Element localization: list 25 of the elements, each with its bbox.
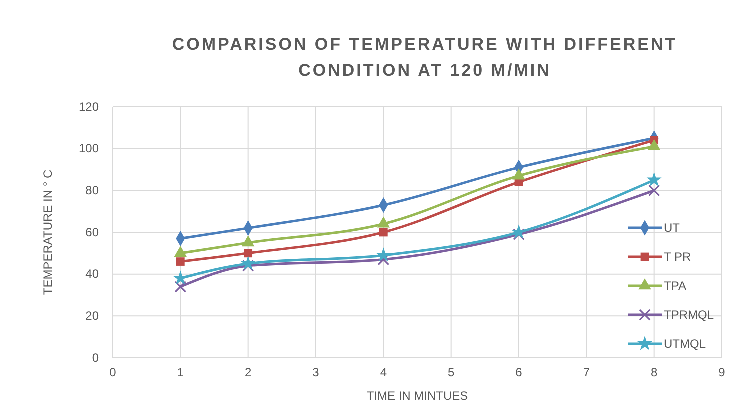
x-tick-label: 5 [448,366,455,380]
legend-label: TPRMQL [664,308,714,322]
legend-label: UTMQL [664,337,706,351]
y-tick-label: 120 [78,100,100,114]
x-tick-label: 2 [244,366,252,380]
x-tick-label: 0 [110,366,117,380]
chart-title: COMPARISON OF TEMPERATURE WITH DIFFERENT CONDITION AT 120 M/MIN [172,35,678,80]
x-tick-label: 1 [177,366,184,380]
x-axis-title: TIME IN MINTUES [366,389,468,403]
y-tick-label: 100 [78,142,100,156]
x-tick-label: 8 [650,366,658,380]
x-tick-label: 7 [583,366,590,380]
x-tick-label: 3 [312,366,320,380]
y-tick-label: 80 [86,184,100,198]
legend-label: T PR [664,250,692,264]
y-tick-label: 0 [92,350,100,365]
x-tick-label: 4 [380,366,388,380]
y-axis-title: TEMPERATURE IN ° C [41,170,55,296]
y-tick-label: 40 [86,267,100,282]
legend-label: TPA [664,279,686,293]
y-tick-label: 60 [86,225,100,240]
legend-label: UT [664,221,681,235]
x-tick-label: 6 [516,366,523,380]
x-tick-label: 9 [718,366,726,380]
y-tick-label: 20 [86,309,100,324]
